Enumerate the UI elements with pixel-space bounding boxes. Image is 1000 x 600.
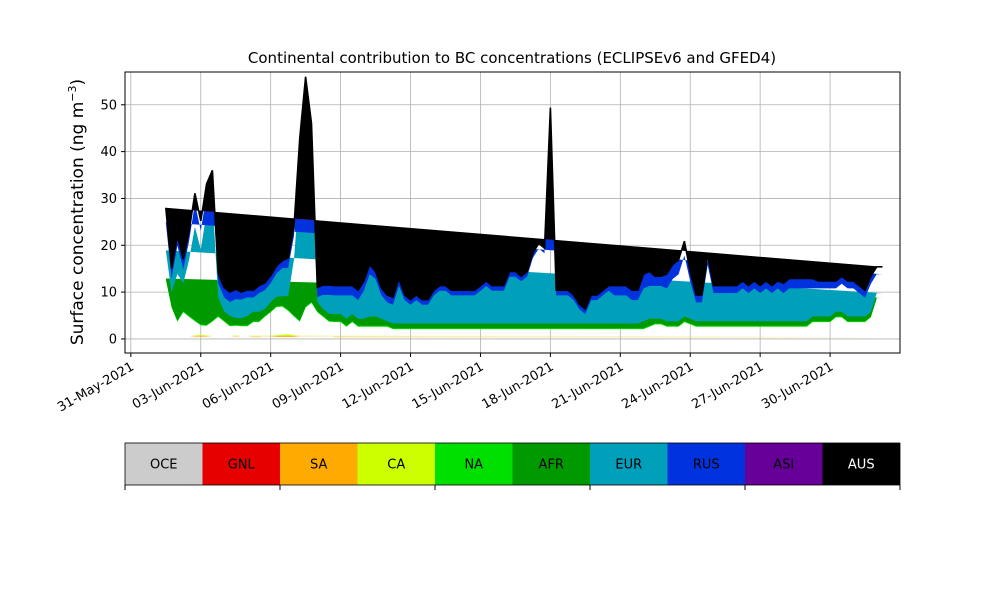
legend-label-eur: EUR [615,458,642,473]
x-axis: 31-May-202103-Jun-202106-Jun-202109-Jun-… [55,353,836,415]
y-axis-label-text: Surface concentration (ng m [68,102,88,345]
legend-swatch-sa [280,443,358,485]
legend-label-ca: CA [387,458,405,473]
y-axis: 0 10 20 30 40 50 [100,98,125,347]
legend-swatch-na [435,443,513,485]
x-tick-label: 18-Jun-2021 [480,359,557,412]
legend-swatch-ca [357,443,435,485]
x-tick-label: 06-Jun-2021 [200,359,277,412]
legend-swatch-aus [822,443,900,485]
legend-swatch-eur [590,443,668,485]
legend-swatch-afr [512,443,590,485]
legend-colorbar: OCE GNL SA CA NA AFR EUR RUS ASI AUS [124,442,901,490]
legend-swatch-rus [667,443,745,485]
plot-frame [124,71,901,354]
x-tick-label: 15-Jun-2021 [410,359,487,412]
x-tick-label: 21-Jun-2021 [549,359,626,412]
legend-label-gnl: GNL [228,458,256,473]
legend-swatch-gnl [202,443,280,485]
y-tick-label: 20 [100,239,117,254]
legend-label-na: NA [464,458,483,473]
x-tick-label: 30-Jun-2021 [759,359,836,412]
x-tick-label: 27-Jun-2021 [689,359,766,412]
legend-label-aus: AUS [848,458,875,473]
legend-swatch-asi [745,443,823,485]
y-tick-label: 30 [100,192,117,207]
legend-label-oce: OCE [150,458,178,473]
y-tick-label: 10 [100,286,117,301]
y-tick-label: 50 [100,98,117,113]
y-tick-label: 40 [100,145,117,160]
legend-label-rus: RUS [693,458,720,473]
x-tick-label: 09-Jun-2021 [270,359,347,412]
x-tick-label: 31-May-2021 [55,359,137,415]
x-tick-label: 03-Jun-2021 [130,359,207,412]
stacked-areas [165,76,883,338]
legend-swatch-oce [125,443,203,485]
y-tick-label: 0 [109,332,117,347]
y-axis-label-exponent: −3 [66,85,79,101]
legend-label-asi: ASI [773,458,794,473]
legend-frame [124,442,901,486]
total-outline [165,76,883,311]
x-tick-label: 12-Jun-2021 [340,359,417,412]
x-tick-label: 24-Jun-2021 [619,359,696,412]
y-axis-label-suffix: ) [68,79,88,86]
legend-label-sa: SA [310,458,327,473]
area-aus [165,76,883,309]
legend-label-afr: AFR [539,458,564,473]
area-ca [165,334,883,337]
chart-title: Continental contribution to BC concentra… [248,49,776,67]
y-axis-label: Surface concentration (ng m−3) [66,79,88,345]
